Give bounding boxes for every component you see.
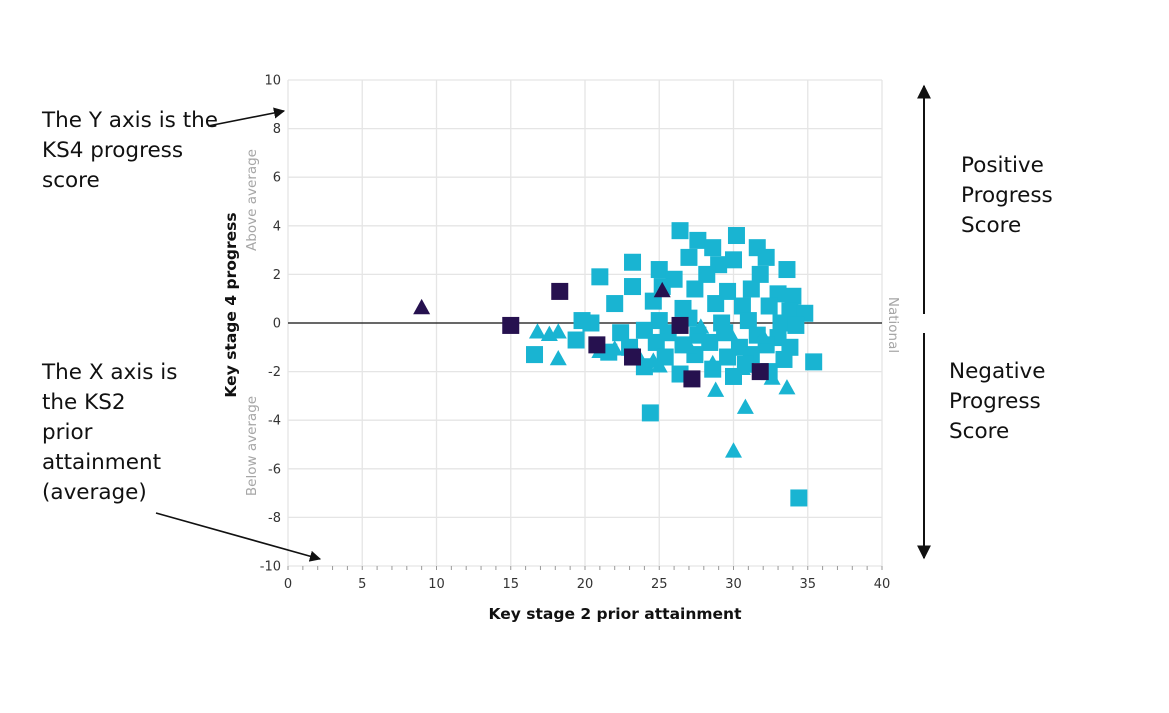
square-point (689, 231, 707, 249)
x-tick-label: 20 (577, 577, 594, 592)
x-axis-title: Key stage 2 prior attainment (489, 605, 743, 623)
square-point (805, 353, 823, 371)
data-series (413, 281, 671, 315)
x-tick-label: 15 (502, 577, 519, 592)
square-point (526, 346, 544, 364)
square-point (612, 324, 630, 342)
positive-progress-note: Positive Progress Score (961, 153, 1053, 238)
square-point (680, 248, 698, 266)
x-tick-label: 40 (874, 577, 891, 592)
y-tick-label: -8 (268, 511, 281, 526)
square-point (502, 316, 520, 334)
square-point (624, 253, 642, 271)
square-point (551, 282, 569, 300)
square-point (757, 248, 775, 266)
y-tick-label: -10 (260, 560, 281, 575)
triangle-point (650, 357, 668, 373)
gridlines (287, 79, 883, 570)
triangle-point (725, 442, 742, 458)
square-point (624, 348, 642, 366)
tick-labels: 0 5 10 15 20 25 30 35 40 -10 -8 -6 -4 -2 0 2 4 6 8 10 (260, 74, 891, 593)
x-tick-label: 5 (358, 577, 366, 592)
square-point (751, 265, 769, 283)
square-point (704, 239, 722, 257)
x-axis-pointer-arrow (155, 512, 322, 562)
square-point (742, 280, 760, 298)
triangle-point (413, 298, 431, 315)
triangle-point (680, 337, 698, 354)
square-point (671, 222, 689, 240)
square-point (641, 404, 659, 422)
y-tick-label: -2 (268, 365, 281, 380)
square-point (701, 333, 719, 351)
triangle-point (722, 325, 740, 341)
y-axis-note: The Y axis is the KS4 progress score (42, 108, 218, 193)
square-point (707, 295, 725, 313)
square-point (725, 251, 742, 269)
y-axis-pointer-arrow (207, 107, 286, 127)
square-point (686, 280, 704, 298)
triangle-point (704, 354, 722, 371)
triangle-point (606, 340, 624, 356)
plot-area (288, 222, 882, 507)
triangle-point (692, 318, 710, 334)
square-point (733, 297, 751, 315)
x-tick-label: 10 (428, 577, 445, 592)
triangle-point (736, 398, 754, 414)
square-point (650, 261, 668, 279)
square-point (647, 333, 665, 351)
x-tick-label: 30 (725, 577, 742, 592)
x-tick-label: 0 (284, 577, 292, 592)
above-average-label: Above average (244, 149, 260, 251)
square-point (719, 348, 737, 366)
square-point (751, 363, 769, 381)
square-point (624, 278, 642, 296)
square-point (567, 331, 585, 349)
triangle-point (763, 369, 781, 385)
triangle-point (653, 281, 671, 298)
square-point (787, 316, 805, 334)
y-tick-label: -4 (268, 414, 281, 429)
y-axis-title: Key stage 4 progress (222, 212, 240, 397)
square-point (588, 336, 606, 354)
y-tick-label: 2 (273, 268, 281, 283)
triangle-point (528, 323, 546, 339)
x-axis-note: The X axis is the KS2 prior attainment (… (42, 360, 178, 505)
triangle-point (754, 328, 772, 344)
data-series (528, 318, 796, 458)
square-point (760, 297, 778, 315)
square-point (573, 312, 591, 330)
square-point (772, 314, 790, 332)
y-tick-label: 0 (273, 317, 281, 332)
square-point (698, 265, 716, 283)
y-tick-label: 6 (273, 171, 281, 186)
square-point (775, 350, 793, 368)
square-point (606, 295, 624, 313)
triangle-point (549, 349, 567, 366)
square-point (778, 261, 796, 279)
below-average-label: Below average (244, 396, 260, 496)
square-point (683, 370, 701, 388)
triangle-point (733, 359, 751, 375)
square-point (784, 287, 802, 305)
data-series (502, 282, 769, 388)
national-label: National (885, 297, 901, 353)
y-tick-label: -6 (268, 462, 281, 477)
square-point (727, 227, 745, 245)
y-tick-label: 4 (273, 219, 281, 234)
x-tick-label: 25 (651, 577, 668, 592)
y-tick-label: 8 (273, 122, 281, 137)
data-series (526, 222, 823, 507)
triangle-point (778, 379, 796, 395)
triangle-point (549, 323, 567, 339)
square-point (671, 316, 689, 334)
y-tick-label: 10 (264, 74, 281, 89)
square-point (739, 312, 757, 330)
square-point (790, 489, 808, 507)
triangle-point (707, 381, 725, 397)
x-tick-label: 35 (799, 577, 816, 592)
negative-progress-note: Negative Progress Score (949, 359, 1046, 444)
square-point (591, 268, 609, 286)
